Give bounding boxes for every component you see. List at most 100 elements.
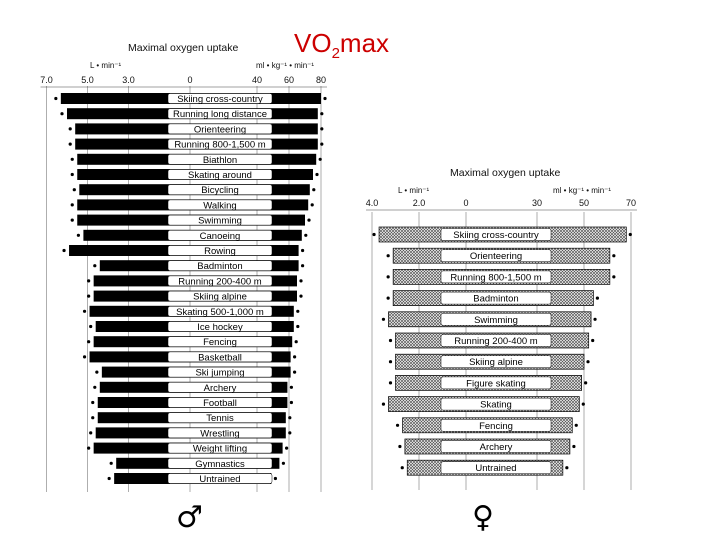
category-label: Skating	[480, 400, 512, 411]
data-point	[400, 466, 404, 470]
male-chart: Maximal oxygen uptake L • min⁻¹ ml • kg⁻¹ …	[40, 42, 327, 492]
category-label: Running 800-1,500 m	[174, 140, 265, 151]
data-point	[70, 172, 74, 177]
data-point	[628, 232, 632, 237]
male-symbol: ♂	[176, 500, 203, 535]
left-tick-label: 0	[463, 198, 468, 208]
data-point	[386, 296, 390, 300]
data-point	[107, 476, 111, 481]
left-tick-label: 3.0	[122, 75, 135, 85]
category-label: Orienteering	[194, 124, 246, 135]
data-point	[593, 317, 597, 321]
category-label: Walking	[203, 200, 236, 211]
category-label-box	[440, 249, 552, 262]
category-label-box	[167, 260, 273, 271]
data-point	[595, 296, 600, 300]
data-point	[586, 360, 590, 364]
data-point	[320, 127, 324, 131]
category-label: Badminton	[197, 261, 242, 272]
data-point	[296, 309, 300, 313]
data-point	[70, 157, 74, 161]
data-point	[320, 112, 324, 116]
category-label-box	[167, 382, 273, 393]
category-label: Figure skating	[466, 378, 526, 389]
right-unit-label: ml • kg⁻¹ • min⁻¹	[256, 61, 314, 70]
data-point	[60, 112, 64, 116]
data-point	[307, 218, 311, 222]
category-label-box	[167, 336, 273, 347]
data-point	[386, 275, 390, 279]
category-label-box	[440, 313, 552, 326]
category-label-box	[167, 306, 273, 317]
data-point	[68, 142, 72, 146]
data-point	[388, 360, 393, 364]
category-label: Archery	[204, 383, 237, 394]
data-point	[386, 254, 390, 258]
category-label-box	[167, 412, 273, 423]
data-point	[310, 203, 314, 207]
category-label: Running 800-1,500 m	[450, 272, 541, 283]
right-tick-label: 80	[316, 75, 326, 85]
category-label: Skiing cross-country	[453, 230, 539, 241]
data-point	[91, 400, 95, 405]
data-point	[273, 476, 277, 481]
category-label: Skiing cross-country	[177, 94, 263, 105]
data-point	[581, 402, 585, 406]
category-label: Fencing	[479, 421, 513, 432]
category-label: Swimming	[474, 315, 518, 326]
category-label: Skiing alpine	[469, 357, 523, 368]
category-label: Weight lifting	[193, 444, 247, 455]
category-label: Skating around	[188, 170, 252, 181]
slide-title: VO2max	[294, 28, 390, 62]
data-point	[82, 309, 87, 313]
category-label: Untrained	[199, 474, 240, 485]
category-label-box	[167, 138, 273, 150]
female-symbol: ♀	[472, 500, 494, 535]
data-point	[315, 172, 319, 177]
data-point	[301, 248, 305, 253]
data-point	[87, 340, 91, 344]
category-label-box	[440, 334, 552, 347]
category-label-box	[167, 397, 273, 408]
left-unit-label: L • min⁻¹	[90, 61, 122, 70]
data-point	[565, 466, 569, 470]
data-point	[285, 446, 289, 450]
data-point	[372, 232, 376, 237]
data-point	[612, 254, 616, 258]
left-tick-label: 4.0	[366, 198, 379, 208]
data-point	[72, 188, 76, 192]
category-label-box	[440, 291, 552, 305]
data-point	[109, 461, 113, 465]
category-label-box	[167, 93, 273, 104]
category-label-box	[167, 366, 273, 378]
data-point	[93, 385, 97, 389]
category-label-box	[440, 419, 552, 432]
category-label: Tennis	[206, 413, 234, 424]
data-point	[93, 264, 97, 268]
data-point	[299, 279, 303, 283]
left-tick-label: 2.0	[413, 198, 426, 208]
category-label-box	[167, 351, 273, 363]
category-label-box	[167, 108, 273, 119]
data-point	[70, 203, 74, 207]
data-point	[76, 233, 80, 237]
right-tick-label: 50	[579, 198, 589, 208]
category-label: Running 200-400 m	[178, 276, 262, 287]
category-label-box	[167, 184, 273, 195]
category-label-box	[167, 427, 273, 439]
category-label: Archery	[480, 442, 513, 453]
data-point	[294, 340, 298, 344]
data-point	[381, 317, 386, 321]
data-point	[388, 338, 393, 343]
data-point	[612, 275, 616, 279]
data-point	[68, 127, 72, 131]
category-label-box	[167, 290, 273, 302]
category-label: Skating 500-1,000 m	[176, 307, 264, 318]
left-tick-label: 5.0	[81, 75, 94, 85]
right-tick-label: 60	[284, 75, 294, 85]
right-tick-label: 70	[626, 198, 636, 208]
data-point	[296, 324, 300, 329]
data-point	[281, 461, 285, 465]
category-label-box	[440, 440, 552, 453]
category-label: Running long distance	[173, 109, 267, 120]
